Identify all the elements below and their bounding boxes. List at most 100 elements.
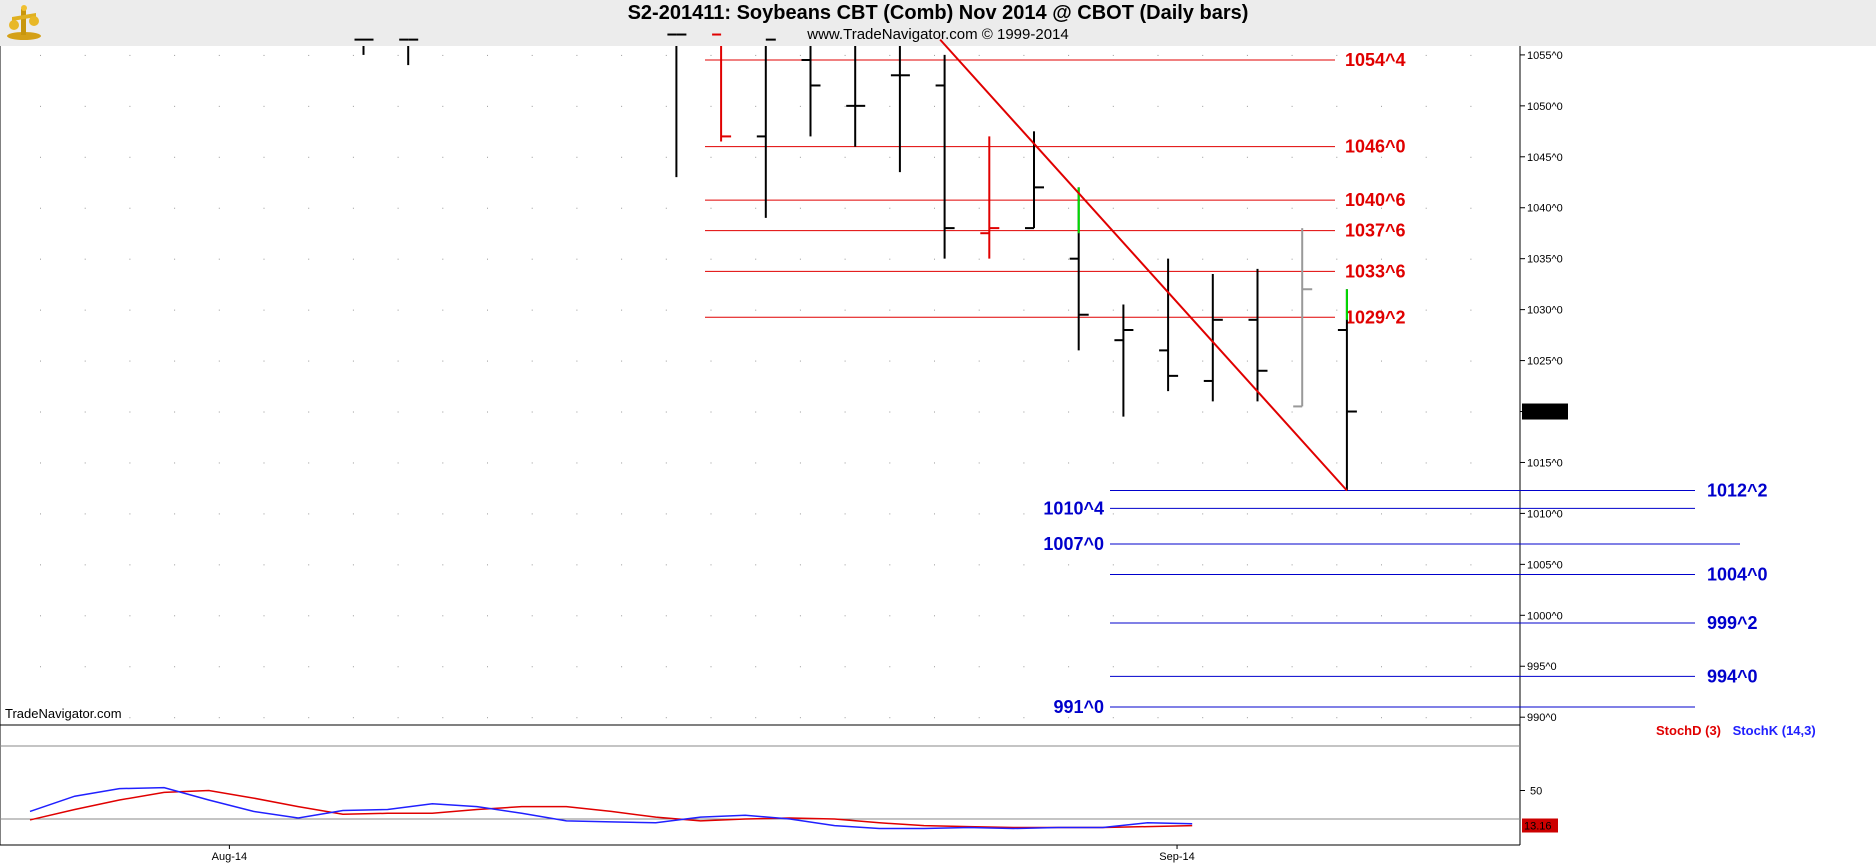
grid-dot — [263, 105, 265, 107]
grid-dot — [352, 462, 354, 464]
grid-dot — [1246, 564, 1248, 566]
grid-dot — [1157, 156, 1159, 158]
grid-dot — [1068, 513, 1070, 515]
grid-dot — [1381, 258, 1382, 260]
grid-dot — [1202, 564, 1204, 566]
grid-dot — [352, 54, 354, 56]
grid-dot — [1157, 615, 1159, 617]
grid-dot — [621, 717, 623, 719]
grid-dot — [84, 411, 86, 413]
grid-dot — [1068, 717, 1070, 719]
grid-dot — [621, 258, 623, 260]
grid-dot — [755, 564, 757, 566]
grid-dot — [710, 615, 712, 617]
grid-dot — [1291, 360, 1293, 362]
grid-dot — [1381, 360, 1382, 362]
grid-dot — [84, 564, 86, 566]
grid-dot — [844, 258, 846, 260]
grid-dot — [755, 258, 757, 260]
grid-dot — [1246, 615, 1248, 617]
grid-dot — [84, 513, 86, 515]
grid-dot — [1470, 207, 1472, 209]
grid-dot — [978, 615, 980, 617]
grid-dot — [1112, 462, 1114, 464]
grid-dot — [1157, 411, 1159, 413]
grid-dot — [576, 615, 578, 617]
grid-dot — [1470, 615, 1472, 617]
grid-dot — [1157, 105, 1159, 107]
grid-dot — [710, 717, 712, 719]
grid-dot — [710, 513, 712, 515]
grid-dot — [755, 666, 757, 668]
grid-dot — [755, 411, 757, 413]
grid-dot — [889, 411, 891, 413]
grid-dot — [1291, 411, 1293, 413]
grid-dot — [1470, 564, 1472, 566]
grid-dot — [263, 564, 265, 566]
grid-dot — [263, 666, 265, 668]
grid-dot — [1157, 207, 1159, 209]
grid-dot — [665, 156, 667, 158]
current-price-label: 1020^0 — [1524, 407, 1560, 419]
grid-dot — [174, 666, 176, 668]
grid-dot — [1381, 717, 1382, 719]
grid-dot — [1291, 105, 1293, 107]
grid-dot — [174, 564, 176, 566]
grid-dot — [308, 717, 310, 719]
grid-dot — [1470, 717, 1472, 719]
grid-dot — [889, 717, 891, 719]
grid-dot — [755, 54, 757, 56]
grid-dot — [889, 54, 891, 56]
stoch-value-label: 13.16 — [1524, 820, 1552, 832]
grid-dot — [129, 513, 131, 515]
grid-dot — [1425, 615, 1427, 617]
grid-dot — [308, 513, 310, 515]
grid-dot — [1470, 513, 1472, 515]
grid-dot — [397, 54, 399, 56]
grid-dot — [1246, 207, 1248, 209]
grid-dot — [1023, 411, 1025, 413]
grid-dot — [1157, 564, 1159, 566]
grid-dot — [218, 462, 220, 464]
grid-dot — [1470, 258, 1472, 260]
grid-dot — [1068, 411, 1070, 413]
grid-dot — [665, 615, 667, 617]
grid-dot — [487, 258, 488, 260]
grid-dot — [934, 258, 935, 260]
grid-dot — [1023, 717, 1025, 719]
y-tick-label: 1050^0 — [1527, 101, 1563, 113]
grid-dot — [1023, 462, 1025, 464]
stoch-value-badge — [1522, 818, 1558, 833]
grid-dot — [844, 309, 846, 311]
grid-dot — [621, 156, 623, 158]
grid-dot — [487, 717, 488, 719]
support-label: 1012^2 — [1707, 480, 1768, 500]
grid-dot — [263, 258, 265, 260]
grid-dot — [844, 513, 846, 515]
grid-dot — [263, 513, 265, 515]
grid-dot — [799, 156, 801, 158]
grid-dot — [889, 156, 891, 158]
grid-dot — [621, 564, 623, 566]
grid-dot — [1068, 564, 1070, 566]
grid-dot — [1425, 564, 1427, 566]
grid-dot — [799, 309, 801, 311]
trendline — [939, 38, 1348, 492]
grid-dot — [84, 156, 86, 158]
grid-dot — [665, 258, 667, 260]
grid-dot — [174, 462, 176, 464]
grid-dot — [352, 615, 354, 617]
grid-dot — [755, 156, 757, 158]
grid-dot — [174, 717, 176, 719]
grid-dot — [174, 615, 176, 617]
grid-dot — [129, 105, 131, 107]
grid-dot — [218, 258, 220, 260]
grid-dot — [487, 666, 488, 668]
grid-dot — [889, 207, 891, 209]
grid-dot — [308, 156, 310, 158]
grid-dot — [1068, 54, 1070, 56]
grid-dot — [308, 105, 310, 107]
grid-dot — [1470, 666, 1472, 668]
grid-dot — [799, 411, 801, 413]
